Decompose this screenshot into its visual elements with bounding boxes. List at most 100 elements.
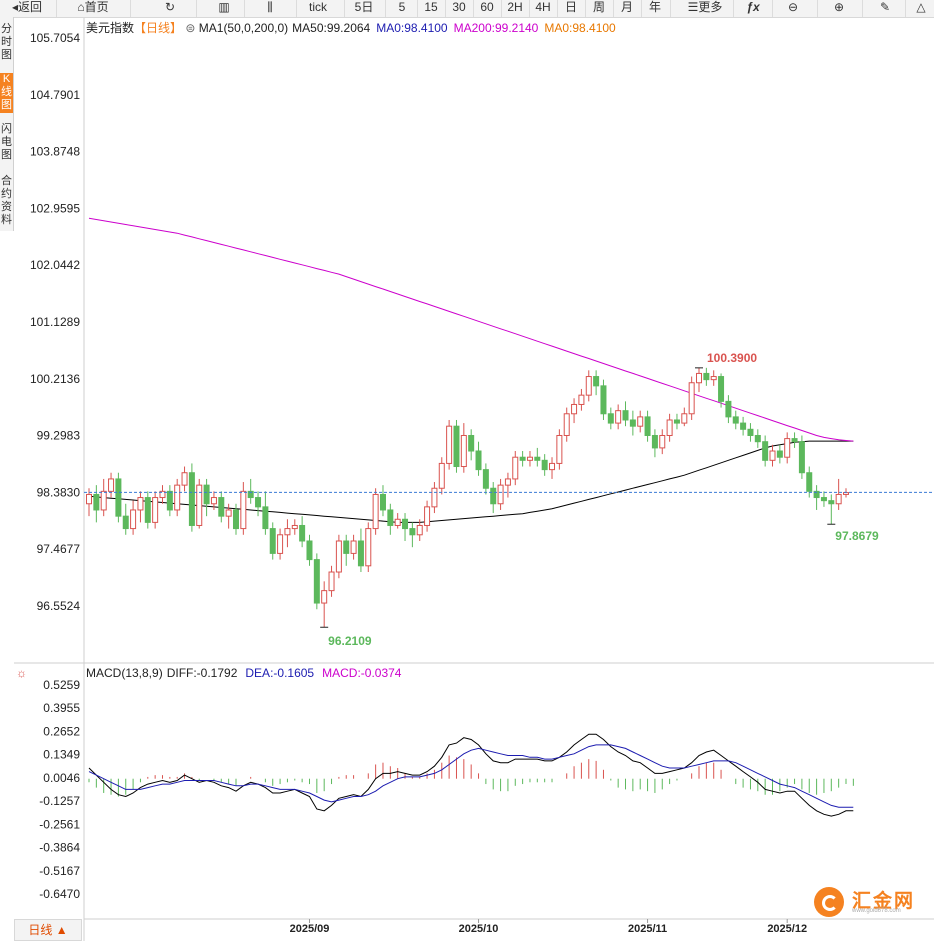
- period-5min[interactable]: 5: [398, 0, 406, 14]
- triangle-up-icon: △: [916, 0, 926, 14]
- zoom-in-button[interactable]: ⊕: [826, 0, 852, 17]
- back-button[interactable]: ◂返回: [2, 0, 52, 17]
- candle-up: [512, 456, 519, 480]
- period-year[interactable]: 年: [648, 0, 661, 14]
- macd-histogram: [88, 755, 854, 797]
- ma50-line: [88, 440, 854, 523]
- price-axis: 105.7054 104.7901 103.8748 102.9595 102.0442…: [30, 31, 80, 613]
- sun-icon[interactable]: ☼: [16, 666, 27, 680]
- candle-up: [159, 490, 166, 499]
- candle-up: [585, 376, 592, 396]
- logo-text: 汇金网: [852, 891, 916, 912]
- separator: [585, 0, 586, 17]
- separator: [244, 0, 245, 17]
- price-tick-label: 103.8748: [30, 145, 80, 159]
- candle-down: [534, 456, 541, 461]
- tab-flash[interactable]: 闪电图: [1, 123, 12, 161]
- candle-up: [556, 434, 563, 464]
- candle-down: [593, 376, 600, 387]
- period-tick[interactable]: tick: [309, 0, 327, 14]
- ma-settings-label: MA1(50,0,200,0): [199, 21, 288, 35]
- candle-down: [673, 419, 680, 424]
- separator: [296, 0, 297, 17]
- candle-up: [438, 462, 445, 489]
- period-day[interactable]: 日: [564, 0, 577, 14]
- separator: [196, 0, 197, 17]
- candle-up: [504, 478, 511, 486]
- candle-up: [277, 534, 284, 554]
- candle-up: [549, 462, 556, 471]
- candle-down: [269, 528, 276, 554]
- macd-tick-label: 0.0046: [43, 771, 80, 785]
- logo-icon: [814, 887, 844, 917]
- candle-down: [166, 490, 173, 511]
- candle-down: [762, 441, 769, 461]
- recent-low-annotation: 97.8679: [835, 529, 879, 543]
- candle-down: [247, 490, 254, 499]
- period-5day[interactable]: 5日: [354, 0, 374, 14]
- candle-down: [607, 413, 614, 424]
- macd-title: MACD(13,8,9): [86, 666, 163, 680]
- refresh-button[interactable]: ↻: [156, 0, 184, 17]
- tab-contract-info[interactable]: 合约资料: [1, 175, 12, 226]
- separator: [613, 0, 614, 17]
- candles: [86, 367, 849, 628]
- draw-button[interactable]: ✎: [872, 0, 898, 17]
- period-15min[interactable]: 15: [424, 0, 438, 14]
- period-week[interactable]: 周: [592, 0, 605, 14]
- candle-up: [446, 425, 453, 464]
- bar-chart-icon: ▥: [218, 0, 230, 14]
- candle-down: [409, 528, 416, 536]
- macd-tick-label: 0.1349: [43, 748, 80, 762]
- candle-up: [130, 509, 137, 530]
- more-button[interactable]: ☰更多: [680, 0, 730, 17]
- period-month[interactable]: 月: [620, 0, 633, 14]
- candle-up: [365, 528, 372, 567]
- candle-up: [416, 524, 423, 536]
- logo-url: www.gold678.com: [852, 908, 901, 914]
- zoom-out-button[interactable]: ⊖: [780, 0, 806, 17]
- candle-down: [453, 425, 460, 468]
- kline-chart-button[interactable]: ▥: [210, 0, 238, 17]
- period-60min[interactable]: 60: [480, 0, 494, 14]
- candle-down: [828, 500, 835, 505]
- price-tick-label: 102.0442: [30, 258, 80, 272]
- separator: [445, 0, 446, 17]
- home-button[interactable]: ⌂首页: [64, 0, 122, 17]
- candle-down: [468, 434, 475, 452]
- candle-down: [313, 559, 320, 604]
- candle-up: [497, 484, 504, 505]
- time-tick-label: 2025/11: [628, 923, 667, 935]
- separator: [385, 0, 386, 17]
- separator: [862, 0, 863, 17]
- period-selector-button[interactable]: 日线 ▲: [14, 919, 82, 941]
- candle-up: [784, 438, 791, 458]
- function-button[interactable]: ƒx: [740, 0, 766, 17]
- fx-icon: ƒx: [746, 0, 760, 14]
- candle-up: [526, 456, 533, 461]
- candle-up: [100, 490, 107, 511]
- price-tick-label: 97.4677: [37, 542, 81, 556]
- time-tick-label: 2025/09: [290, 923, 330, 935]
- candle-down: [255, 497, 262, 508]
- high-annotation: 100.3900: [707, 351, 757, 365]
- candle-style-button[interactable]: ⫼: [256, 0, 284, 17]
- candle-down: [115, 478, 122, 517]
- candle-down: [203, 484, 210, 505]
- period-4h[interactable]: 4H: [535, 0, 551, 14]
- period-2h[interactable]: 2H: [507, 0, 523, 14]
- candlestick-icon: ⫼: [267, 0, 273, 14]
- separator: [772, 0, 773, 17]
- candle-down: [776, 450, 783, 458]
- tab-timeshare[interactable]: 分时图: [1, 23, 12, 61]
- tab-kline[interactable]: K线图: [0, 73, 13, 113]
- period-30min[interactable]: 30: [452, 0, 466, 14]
- zoom-in-icon: ⊕: [833, 0, 845, 14]
- price-tick-label: 96.5524: [37, 599, 81, 613]
- candle-down: [820, 497, 827, 502]
- macd-lines: [88, 733, 854, 817]
- time-tick-label: 2025/12: [767, 923, 807, 935]
- candle-up: [424, 506, 431, 526]
- collapse-button[interactable]: △: [909, 0, 933, 17]
